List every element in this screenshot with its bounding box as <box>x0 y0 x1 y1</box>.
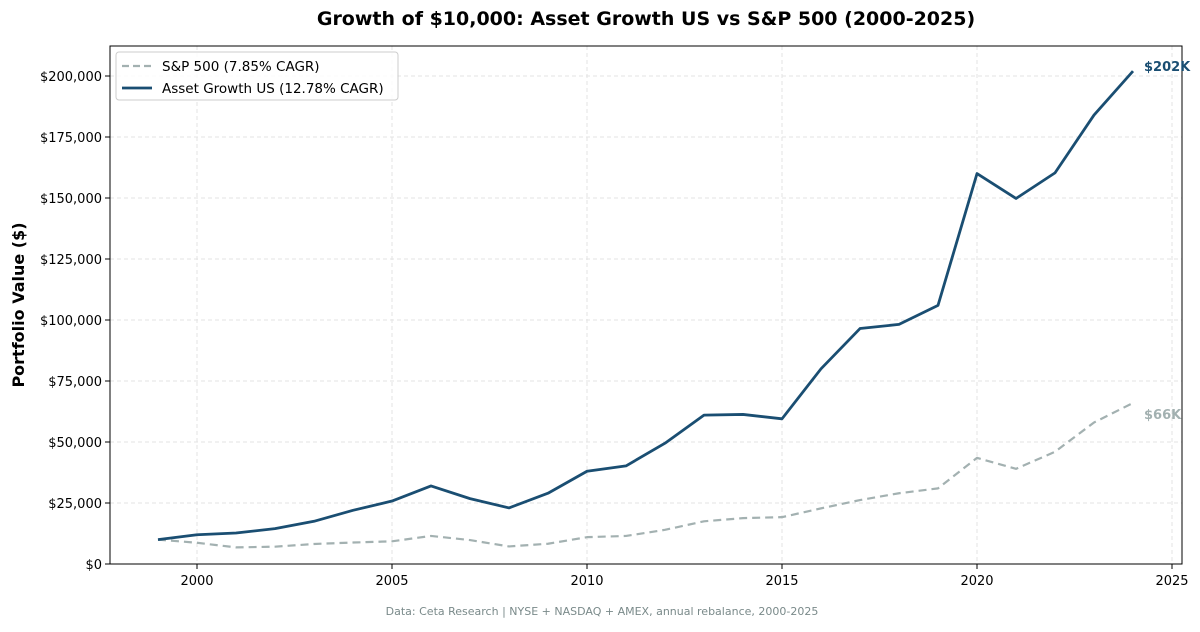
y-tick-label: $50,000 <box>48 436 102 451</box>
end-label-sp500: $66K <box>1144 408 1182 423</box>
x-tick-label: 2010 <box>570 574 603 589</box>
plot-frame <box>110 46 1182 564</box>
grid <box>110 46 1182 564</box>
y-tick-label: $75,000 <box>48 375 102 390</box>
legend-label-sp500: S&P 500 (7.85% CAGR) <box>162 59 320 75</box>
y-tick-label: $100,000 <box>40 314 102 329</box>
series-line-sp500 <box>158 403 1133 547</box>
y-tick-label: $125,000 <box>40 253 102 268</box>
y-tick-label: $200,000 <box>40 70 102 85</box>
y-tick-label: $25,000 <box>48 497 102 512</box>
chart-title: Growth of $10,000: Asset Growth US vs S&… <box>317 8 975 30</box>
y-tick-label: $150,000 <box>40 192 102 207</box>
x-tick-label: 2020 <box>960 574 993 589</box>
legend: S&P 500 (7.85% CAGR) Asset Growth US (12… <box>116 52 398 100</box>
x-tick-label: 2025 <box>1155 574 1188 589</box>
footnote: Data: Ceta Research | NYSE + NASDAQ + AM… <box>386 605 819 618</box>
legend-label-asset-growth: Asset Growth US (12.78% CAGR) <box>162 81 384 97</box>
end-label-asset-growth: $202K <box>1144 60 1191 75</box>
x-tick-label: 2005 <box>375 574 408 589</box>
y-axis-label: Portfolio Value ($) <box>9 222 28 387</box>
x-tick-label: 2000 <box>180 574 213 589</box>
y-tick-label: $175,000 <box>40 131 102 146</box>
x-tick-label: 2015 <box>765 574 798 589</box>
series-group <box>158 71 1133 547</box>
axis-ticks: 2000 2005 2010 2015 2020 2025 $0 $25,000 $50,000… <box>40 70 1189 589</box>
series-line-asset-growth <box>158 71 1133 539</box>
y-tick-label: $0 <box>85 558 102 573</box>
